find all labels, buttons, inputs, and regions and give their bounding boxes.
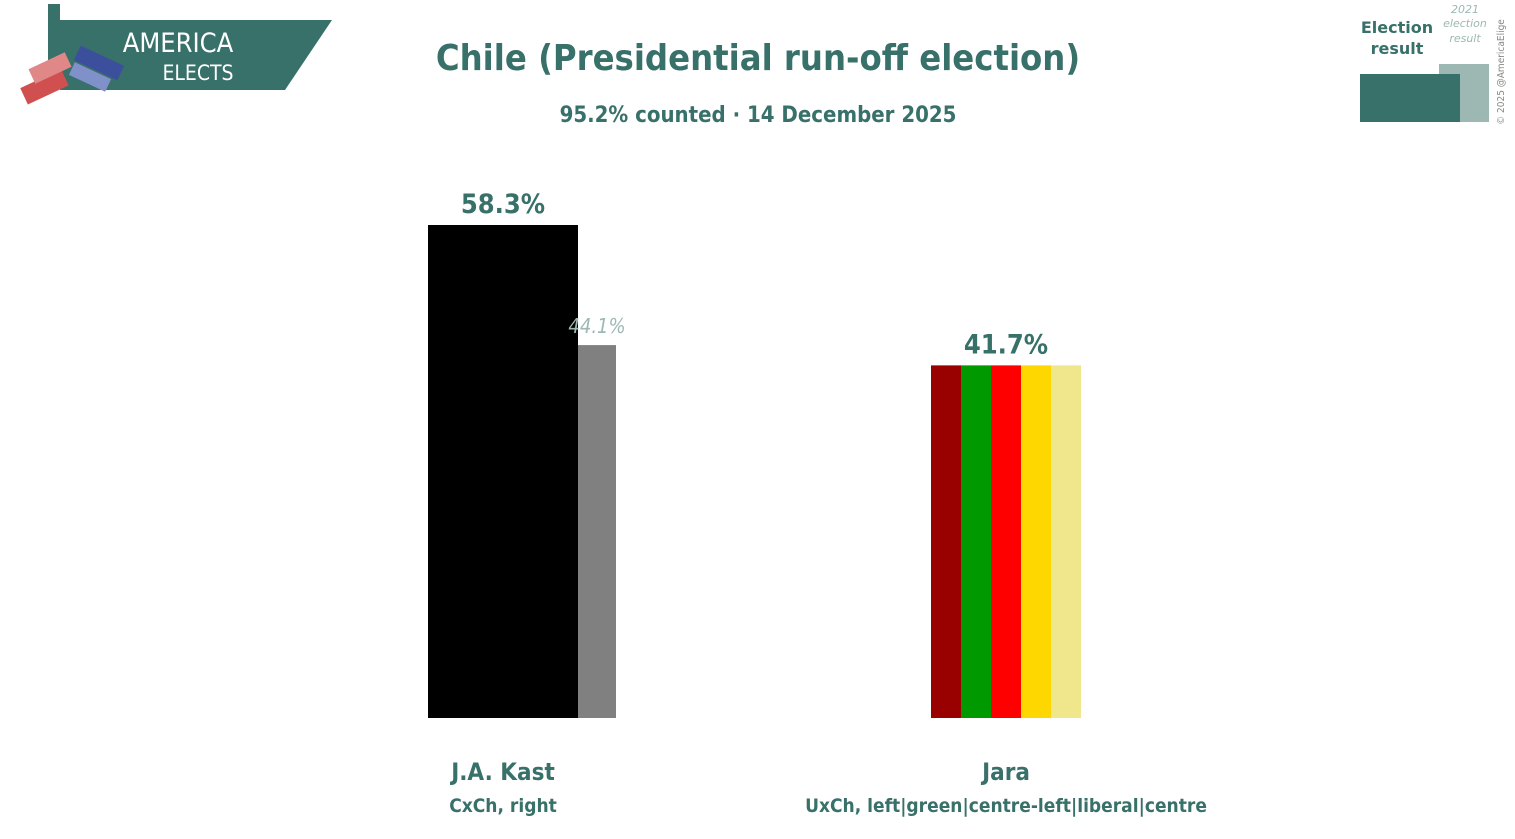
chart-title: Chile (Presidential run-off election)	[436, 38, 1080, 79]
logo-text: ELECTS	[162, 61, 233, 85]
logo: AMERICA ELECTS	[20, 4, 332, 105]
value-label: 58.3%	[461, 189, 545, 220]
bar	[931, 365, 1081, 718]
value-label: 41.7%	[964, 329, 1048, 360]
copyright: © 2025 @AmericaElige	[1496, 19, 1507, 125]
chart-subtitle: 95.2% counted · 14 December 2025	[560, 103, 957, 128]
category-sublabel: UxCh, left|green|centre-left|liberal|cen…	[805, 795, 1207, 817]
value-label: 44.1%	[568, 314, 625, 338]
category-sublabel: CxCh, right	[449, 795, 557, 817]
logo-text: AMERICA	[123, 28, 234, 59]
legend-swatch	[1360, 74, 1460, 122]
bar	[428, 225, 578, 718]
legend-label: 2021 election result	[1443, 3, 1487, 45]
category-label: Jara	[980, 758, 1030, 786]
legend-label: Election result	[1360, 18, 1434, 58]
previous-bar	[578, 345, 616, 718]
category-label: J.A. Kast	[449, 758, 555, 786]
